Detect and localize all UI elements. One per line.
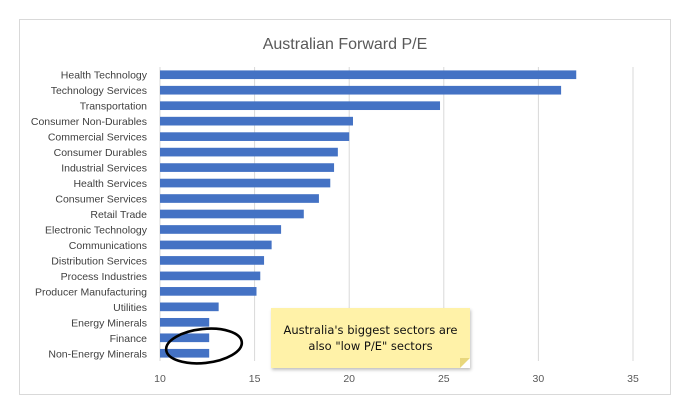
bar: [160, 147, 338, 157]
highlight-circle: [164, 327, 244, 365]
bar: [160, 287, 257, 296]
bar: [160, 302, 219, 312]
annotation-note: Australia's biggest sectors are also "lo…: [271, 308, 470, 368]
category-label: Electronic Technology: [45, 224, 148, 236]
x-tick-label: 10: [154, 373, 166, 385]
category-label: Distribution Services: [51, 255, 147, 267]
category-label: Retail Trade: [90, 209, 147, 221]
note-fold: [460, 358, 470, 368]
x-tick-label: 30: [533, 373, 545, 385]
bar: [160, 132, 350, 141]
category-label: Producer Manufacturing: [35, 286, 147, 298]
x-tick-label: 15: [249, 373, 261, 385]
category-label: Finance: [110, 333, 148, 345]
bar: [160, 333, 210, 343]
category-label: Process Industries: [61, 271, 147, 283]
x-tick-labels: 10 15 20 25 30 35: [154, 373, 639, 385]
bar: [160, 85, 562, 95]
chart-title: Australian Forward P/E: [263, 36, 428, 53]
category-label: Non-Energy Minerals: [48, 348, 147, 360]
x-tick-label: 35: [627, 373, 639, 385]
bar: [160, 256, 265, 265]
bar: [160, 194, 319, 203]
bar: [160, 101, 441, 111]
annotation-line-2: also "low P/E" sectors: [308, 339, 433, 353]
x-tick-label: 25: [438, 373, 450, 385]
bar: [160, 317, 210, 327]
bar: [160, 348, 210, 358]
bar: [160, 225, 282, 234]
bar: [160, 271, 261, 281]
category-label: Technology Services: [51, 85, 147, 97]
category-label: Consumer Services: [55, 194, 147, 206]
category-label: Health Technology: [61, 70, 148, 82]
x-tick-label: 20: [343, 373, 355, 385]
category-label: Communications: [69, 240, 147, 252]
bar: [160, 209, 304, 219]
category-label: Consumer Non-Durables: [31, 116, 147, 128]
category-label: Utilities: [113, 302, 147, 314]
category-label: Commercial Services: [48, 132, 147, 144]
bar: [160, 70, 577, 80]
bars: [160, 70, 577, 358]
bar: [160, 178, 331, 188]
category-label: Health Services: [73, 178, 147, 190]
category-label: Transportation: [80, 101, 147, 113]
bar: [160, 116, 353, 126]
category-label: Industrial Services: [61, 163, 147, 175]
category-labels: Health Technology Technology Services Tran…: [31, 70, 148, 361]
category-label: Consumer Durables: [54, 147, 147, 159]
category-label: Energy Minerals: [71, 317, 147, 329]
annotation-line-1: Australia's biggest sectors are: [283, 323, 458, 337]
bar: [160, 240, 272, 250]
bar: [160, 163, 335, 172]
